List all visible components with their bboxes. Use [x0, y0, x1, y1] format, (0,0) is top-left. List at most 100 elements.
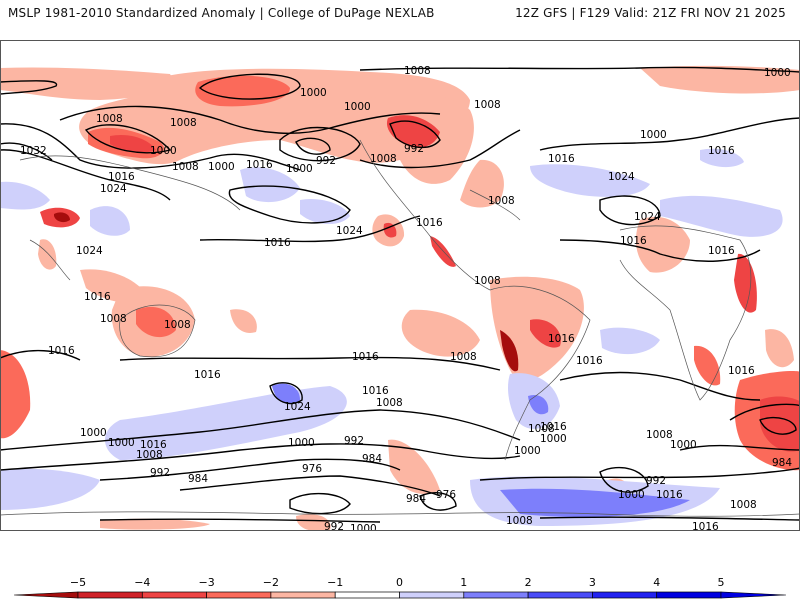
colorbar-tick-label: 1 — [460, 576, 467, 589]
isobar-1024-s-pacific — [269, 382, 303, 405]
isobar-label: 976 — [302, 463, 322, 475]
colorbar-tick-label: 0 — [396, 576, 403, 589]
coastlines — [0, 139, 800, 517]
isobar-label: 1008 — [370, 153, 397, 165]
isobar-1016-south-pacific — [119, 356, 501, 371]
colorbar-box — [77, 591, 143, 599]
anomaly-pos-s-atlantic — [600, 327, 660, 355]
isobar-label: 1000 — [618, 489, 645, 501]
colorbar-tick-label: 3 — [589, 576, 596, 589]
isobar-label: 1008 — [528, 423, 555, 435]
isobar-1000-s-indian — [679, 444, 800, 451]
isobar-label: 1008 — [170, 117, 197, 129]
anomaly-neg-southern-ocean — [100, 518, 210, 530]
anomaly-neg-southern-africa — [694, 345, 721, 386]
colorbar-tick-label: −4 — [134, 576, 150, 589]
isobar-label: 992 — [404, 143, 424, 155]
isobar-label: 992 — [150, 467, 170, 479]
isobar-1008-canada — [359, 129, 521, 169]
anomaly-neg-south-pacific-b — [296, 514, 331, 531]
colorbar-box — [141, 591, 207, 599]
isobar-label: 1016 — [194, 369, 221, 381]
coastline-africa — [619, 225, 752, 401]
isobar-label: 1016 — [576, 355, 603, 367]
isobar-1016-n-atlantic — [539, 117, 800, 151]
isobar-992-antarctic-atlantic — [479, 467, 800, 481]
isobar-1000-central-asia — [84, 124, 172, 154]
isobar-984-s-indian — [759, 416, 797, 435]
isobar-1008-asia — [59, 105, 441, 134]
anomaly-pos-s-pacific-core — [272, 383, 300, 404]
isobar-label: 1008 — [136, 449, 163, 461]
isobar-label: 1016 — [264, 237, 291, 249]
colorbar-box — [206, 591, 272, 599]
isobar-label: 1016 — [48, 345, 75, 357]
anomaly-neg-brazil — [530, 319, 561, 348]
anomaly-pos-ne-pacific — [300, 198, 350, 225]
map-title: MSLP 1981-2010 Standardized Anomaly | Co… — [8, 6, 435, 20]
isobar-label: 1000 — [208, 161, 235, 173]
isobar-976-south-pacific-b — [419, 492, 457, 511]
isobar-label: 984 — [188, 473, 208, 485]
isobar-label: 1008 — [376, 397, 403, 409]
isobar-label: 1000 — [514, 445, 541, 457]
anomaly-pos-southern-ocean-west — [0, 468, 100, 510]
isobar-1008-arctic — [0, 80, 58, 95]
coastline-eurasia — [19, 155, 241, 281]
anomaly-neg-tibet-core — [54, 212, 70, 223]
isobar-label: 992 — [324, 521, 344, 531]
isobar-label: 1000 — [150, 145, 177, 157]
anomaly-pos-nw-pacific — [240, 167, 300, 203]
isobar-label: 1024 — [100, 183, 127, 195]
anomaly-neg-arctic-east — [640, 65, 800, 94]
coastline-south-america — [489, 285, 591, 461]
isobar-1000-southern — [0, 443, 521, 471]
colorbar-tick-label: −2 — [263, 576, 279, 589]
colorbar-box — [334, 591, 400, 599]
anomaly-pos-n-atlantic — [530, 164, 650, 197]
isobar-label: 1000 — [300, 87, 327, 99]
anomaly-neg-madagascar — [765, 329, 794, 368]
isobar-label: 1016 — [548, 333, 575, 345]
isobar-label: 1000 — [288, 437, 315, 449]
model-run-valid-time: 12Z GFS | F129 Valid: 21Z FRI NOV 21 202… — [515, 6, 786, 20]
isobar-label: 984 — [406, 493, 426, 505]
anomaly-pos-argentina-core — [528, 394, 549, 415]
isobar-labels: 1008 1000 1008 1008 1000 1032 1016 1024 … — [20, 65, 792, 531]
anomaly-pos-scandinavia — [700, 148, 744, 168]
anomaly-neg-south-pacific — [388, 439, 440, 494]
isobar-label: 1008 — [450, 351, 477, 363]
anomaly-neg-sw-indian — [0, 350, 31, 439]
isobar-label: 1000 — [108, 437, 135, 449]
isobar-label: 1016 — [548, 153, 575, 165]
isobar-1024-azores — [599, 195, 661, 226]
coastline-antarctica — [0, 511, 800, 517]
colorbar-box — [399, 591, 465, 599]
colorbar-box — [463, 591, 529, 599]
isobar-1000-siberia — [198, 73, 301, 100]
anomaly-fills — [0, 65, 800, 531]
isobar-1016-pacific — [199, 215, 421, 243]
isobar-label: 1016 — [540, 421, 567, 433]
isobar-label: 1024 — [284, 401, 311, 413]
isobar-1016-antarctic — [539, 516, 800, 521]
anomaly-pos-antarctic-core — [500, 488, 690, 518]
isobar-label: 1000 — [286, 163, 313, 175]
isobar-992-canada — [389, 120, 441, 148]
isobar-label: 1032 — [20, 145, 47, 157]
colorbar-tick-label: −3 — [198, 576, 214, 589]
isobar-992-s-indian — [729, 403, 800, 421]
isobar-label: 1016 — [246, 159, 273, 171]
isobar-1016-south-indian — [0, 349, 81, 361]
anomaly-neg-arctic-band — [0, 67, 172, 100]
isobar-label: 1024 — [634, 211, 661, 223]
anomaly-neg-ne-pacific-core — [383, 222, 397, 238]
isobar-label: 1008 — [646, 429, 673, 441]
isobar-1016-equatorial — [559, 239, 761, 262]
isobar-label: 1016 — [352, 351, 379, 363]
isobar-label: 1016 — [362, 385, 389, 397]
isobar-label: 1008 — [172, 161, 199, 173]
isobar-1024-pacific — [228, 185, 351, 224]
colorbar-tick-label: 2 — [525, 576, 532, 589]
isobar-label: 992 — [344, 435, 364, 447]
